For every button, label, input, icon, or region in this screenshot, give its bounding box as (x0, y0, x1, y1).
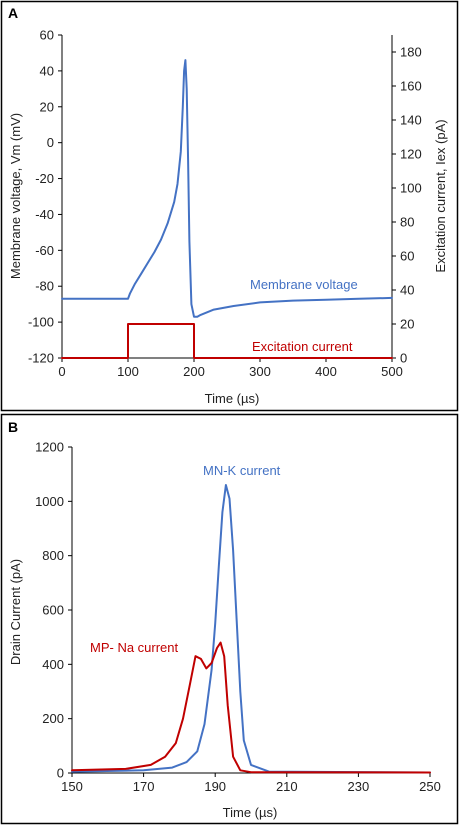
panel-b-x-tick-label: 190 (204, 779, 226, 794)
panel-b-y-tick-label: 600 (42, 603, 64, 618)
panel-a-y-tick-label: 40 (40, 63, 54, 78)
mp-na-current-label: MP- Na current (90, 640, 179, 655)
panel-a-chart: 0 100 200 300 400 5006040200-20-40-60-80-100-… (28, 28, 422, 380)
panel-b-y-tick-label: 1000 (35, 494, 64, 509)
panel-b-x-tick-label: 170 (133, 779, 155, 794)
panel-a-x-tick-label: 0 (58, 364, 65, 379)
panel-b-x-tick-label: 230 (348, 779, 370, 794)
panel-a-x-axis-label: Time (µs) (205, 391, 260, 406)
panel-a-y2-tick-label: 100 (400, 181, 422, 196)
panel-a-y2-tick-label: 180 (400, 45, 422, 60)
panel-a-letter: A (8, 5, 18, 21)
panel-a-y2-tick-label: 120 (400, 147, 422, 162)
panel-a-y2-tick-label: 60 (400, 249, 414, 264)
panel-a-y-tick-label: -40 (35, 207, 54, 222)
panel-b-series-mn-k-current-line (71, 484, 431, 774)
panel-b-x-axis-label: Time (µs) (223, 805, 278, 820)
panel-b-x-tick-label: 150 (61, 779, 83, 794)
panel-a-y-axis-label: Membrane voltage, Vm (mV) (8, 113, 23, 279)
panel-a-y2-tick-label: 80 (400, 215, 414, 230)
panel-a-frame (0, 0, 459, 412)
panel-a-y2-tick-label: 20 (400, 317, 414, 332)
panel-a-y-tick-label: -80 (35, 279, 54, 294)
panel-a-x-tick-label: 500 (381, 364, 403, 379)
panel-a-y-tick-label: 20 (40, 99, 54, 114)
panel-a-y-tick-label: -120 (28, 351, 54, 366)
panel-a-y-tick-label: -100 (28, 315, 54, 330)
panel-b-y-tick-label: 400 (42, 657, 64, 672)
panel-a-y2-tick-label: 140 (400, 113, 422, 128)
panel-a-x-tick-label: 100 (117, 364, 139, 379)
panel-b-y-tick-label: 200 (42, 711, 64, 726)
panel-b-y-tick-label: 800 (42, 548, 64, 563)
panel-a-y2-tick-label: 160 (400, 79, 422, 94)
panel-a-x-tick-label: 400 (315, 364, 337, 379)
panel-a-y-tick-label: 0 (47, 135, 54, 150)
panel-a-y2-tick-label: 40 (400, 283, 414, 298)
panel-b-y-axis-label: Drain Current (pA) (8, 559, 23, 665)
panel-a-y-tick-label: -60 (35, 243, 54, 258)
panel-a-y2-tick-label: 0 (400, 351, 407, 366)
panel-b-chart: 150 170 190 210 230 250 1200 1000 800 600 400 200 0 (35, 440, 441, 795)
panel-a-x-tick-label: 300 (249, 364, 271, 379)
panel-a-series-membrane-voltage-line (61, 59, 393, 318)
excitation-current-label: Excitation current (252, 339, 353, 354)
panel-b-x-tick-label: 210 (276, 779, 298, 794)
panel-a-y-tick-label: -20 (35, 171, 54, 186)
panel-a-y-tick-label: 60 (40, 28, 54, 43)
panel-b-series-mp-na-current-line (71, 641, 431, 774)
membrane-voltage-label: Membrane voltage (250, 277, 358, 292)
panel-b-y-tick-label: 1200 (35, 440, 64, 455)
mn-k-current-label: MN-K current (203, 463, 281, 478)
panel-a-y2-axis-label: Excitation current, Iex (pA) (433, 119, 448, 272)
panel-a-series-excitation-current-line (61, 323, 393, 359)
panel-b-letter: B (8, 419, 18, 435)
panel-a-x-tick-label: 200 (183, 364, 205, 379)
panel-b-y-tick-label: 0 (57, 766, 64, 781)
panel-b-frame (0, 413, 459, 825)
panel-b-x-tick-label: 250 (419, 779, 441, 794)
